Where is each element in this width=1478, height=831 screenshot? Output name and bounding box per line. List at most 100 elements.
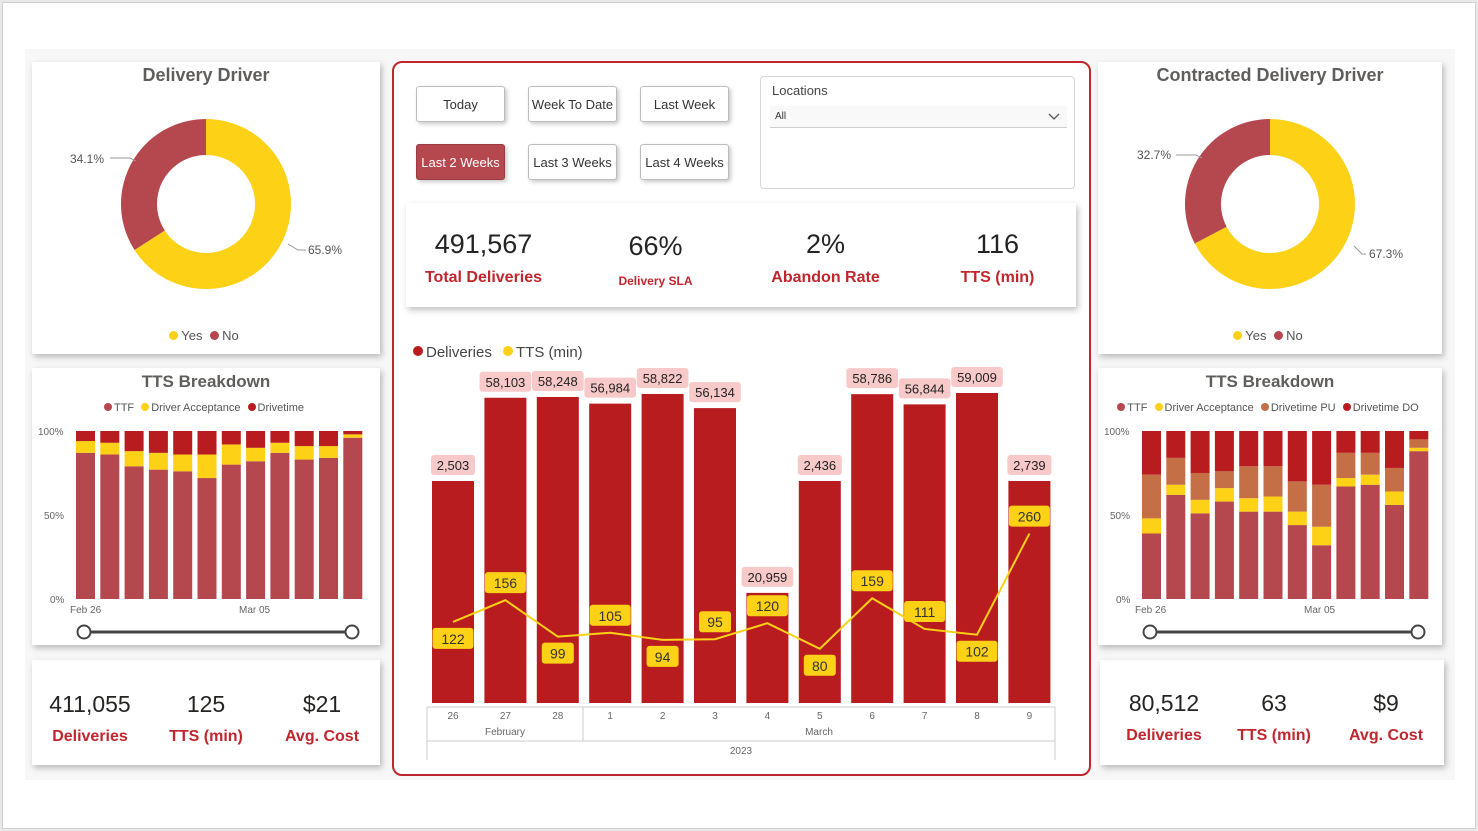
bar-segment-drivetime-pu[interactable] (1385, 467, 1404, 492)
bar-segment-drivetime-do[interactable] (1409, 451, 1429, 599)
bar-segment-driver-acceptance[interactable] (124, 451, 144, 467)
legend-ttf[interactable]: TTF (1127, 402, 1148, 414)
date-filter-last-week[interactable]: Last Week (640, 86, 729, 122)
bar-segment-driver-acceptance[interactable] (246, 447, 266, 462)
bar-segment-drivetime-do[interactable] (1360, 484, 1380, 599)
bar-segment-drivetime-do[interactable] (1263, 511, 1283, 599)
bar-segment-ttf[interactable] (294, 431, 314, 447)
bar-segment-ttf[interactable] (1142, 431, 1161, 475)
bar-segment-driver-acceptance[interactable] (1312, 526, 1332, 546)
bar-segment-drivetime-pu[interactable] (1263, 466, 1283, 497)
date-filter-week-to-date[interactable]: Week To Date (528, 86, 617, 122)
legend-yes[interactable]: Yes (181, 328, 203, 343)
bar-segment-ttf[interactable] (246, 431, 266, 448)
bar-segment-driver-acceptance[interactable] (100, 442, 120, 455)
legend-drivetime-do[interactable]: Drivetime DO (1352, 402, 1419, 414)
donut-slice-yes[interactable] (1194, 119, 1355, 289)
bar-segment-drivetime[interactable] (319, 457, 338, 599)
bar-segment-drivetime-do[interactable] (1239, 511, 1259, 599)
bar-segment-drivetime-do[interactable] (1312, 545, 1332, 599)
locations-dropdown[interactable]: All (770, 106, 1067, 128)
bar-segment-driver-acceptance[interactable] (1385, 491, 1404, 505)
date-filter-last-2-weeks[interactable]: Last 2 Weeks (416, 144, 505, 180)
bar-segment-drivetime-pu[interactable] (1239, 466, 1259, 499)
bar-segment-ttf[interactable] (270, 431, 290, 443)
bar-segment-drivetime[interactable] (124, 466, 144, 599)
bar-segment-ttf[interactable] (76, 431, 95, 442)
bar-segment-driver-acceptance[interactable] (221, 444, 241, 465)
bar-segment-ttf[interactable] (197, 431, 217, 455)
bar-segment-drivetime-pu[interactable] (1214, 471, 1234, 489)
date-filter-last-4-weeks[interactable]: Last 4 Weeks (640, 144, 729, 180)
bar-segment-driver-acceptance[interactable] (1142, 518, 1161, 534)
bar-segment-drivetime[interactable] (294, 459, 314, 599)
bar-segment-ttf[interactable] (1190, 431, 1210, 473)
bar-segment-drivetime-do[interactable] (1336, 486, 1356, 599)
range-slider-end-handle[interactable] (1410, 624, 1426, 640)
contracted-driver-donut[interactable]: 32.7% 67.3% (1098, 62, 1442, 354)
range-slider-start-handle[interactable] (76, 624, 92, 640)
bar-segment-ttf[interactable] (173, 431, 193, 455)
range-slider-end-handle[interactable] (344, 624, 360, 640)
bar-segment-drivetime-pu[interactable] (1360, 452, 1380, 475)
legend-drivetime-pu[interactable]: Drivetime PU (1270, 402, 1336, 414)
bar-segment-driver-acceptance[interactable] (1239, 498, 1259, 512)
bar-segment-drivetime[interactable] (270, 452, 290, 599)
bar-segment-drivetime-pu[interactable] (1409, 439, 1429, 448)
bar-segment-drivetime-do[interactable] (1190, 513, 1210, 599)
bar-segment-ttf[interactable] (1312, 431, 1332, 485)
bar-segment-ttf[interactable] (221, 431, 241, 445)
bar-segment-drivetime[interactable] (148, 469, 168, 599)
bar-segment-driver-acceptance[interactable] (1360, 474, 1380, 485)
donut-slice-no[interactable] (121, 119, 206, 250)
bar-segment-driver-acceptance[interactable] (173, 454, 193, 472)
date-filter-last-3-weeks[interactable]: Last 3 Weeks (528, 144, 617, 180)
legend-drivetime[interactable]: Drivetime (257, 402, 304, 414)
donut-slice-no[interactable] (1185, 119, 1270, 244)
bar-segment-ttf[interactable] (1263, 431, 1283, 467)
bar-segment-drivetime-pu[interactable] (1190, 473, 1210, 500)
bar-segment-driver-acceptance[interactable] (197, 454, 217, 479)
bar-segment-drivetime[interactable] (246, 461, 266, 599)
delivery-driver-donut[interactable]: 34.1% 65.9% (32, 62, 380, 354)
bar-segment-ttf[interactable] (1336, 431, 1356, 453)
bar-segment-ttf[interactable] (1360, 431, 1380, 453)
donut-slice-yes[interactable] (134, 119, 291, 289)
bar-segment-driver-acceptance[interactable] (294, 446, 314, 460)
bar-segment-driver-acceptance[interactable] (319, 446, 338, 458)
bar-segment-driver-acceptance[interactable] (343, 434, 363, 438)
bar-segment-drivetime[interactable] (221, 464, 241, 599)
bar-segment-drivetime-do[interactable] (1287, 525, 1307, 599)
legend-no[interactable]: No (222, 328, 239, 343)
bar-segment-driver-acceptance[interactable] (148, 452, 168, 470)
bar-segment-driver-acceptance[interactable] (1166, 484, 1186, 495)
bar-segment-drivetime-pu[interactable] (1287, 481, 1307, 512)
bar-segment-drivetime[interactable] (343, 437, 363, 599)
bar-segment-driver-acceptance[interactable] (1263, 496, 1283, 512)
bar-segment-drivetime-pu[interactable] (1166, 457, 1186, 485)
bar-segment-drivetime[interactable] (197, 478, 217, 599)
bar-segment-drivetime[interactable] (100, 454, 120, 599)
range-slider-start-handle[interactable] (1142, 624, 1158, 640)
bar-segment-ttf[interactable] (1409, 431, 1429, 440)
bar-segment-drivetime-do[interactable] (1214, 501, 1234, 599)
legend-yes[interactable]: Yes (1245, 328, 1267, 343)
bar-segment-driver-acceptance[interactable] (1214, 488, 1234, 502)
legend-no[interactable]: No (1286, 328, 1303, 343)
bar-segment-drivetime[interactable] (173, 471, 193, 599)
bar-segment-drivetime[interactable] (76, 452, 95, 599)
bar-segment-ttf[interactable] (1239, 431, 1259, 467)
bar-segment-drivetime-pu[interactable] (1312, 484, 1332, 527)
bar-segment-ttf[interactable] (1214, 431, 1234, 472)
bar-segment-ttf[interactable] (1385, 431, 1404, 468)
bar-segment-driver-acceptance[interactable] (1190, 499, 1210, 514)
legend-driver-acceptance[interactable]: Driver Acceptance (1164, 402, 1254, 414)
bar-segment-drivetime-do[interactable] (1142, 533, 1161, 599)
tts-stacked-bar-chart[interactable]: 100% 50% 0% Feb 26 Mar 05 (32, 368, 380, 645)
bar-segment-ttf[interactable] (124, 431, 144, 452)
legend-driver-acceptance[interactable]: Driver Acceptance (151, 402, 241, 414)
legend-ttf[interactable]: TTF (113, 402, 135, 414)
bar-segment-driver-acceptance[interactable] (1287, 511, 1307, 526)
bar-segment-driver-acceptance[interactable] (76, 441, 95, 453)
bar-segment-drivetime-do[interactable] (1166, 494, 1186, 599)
